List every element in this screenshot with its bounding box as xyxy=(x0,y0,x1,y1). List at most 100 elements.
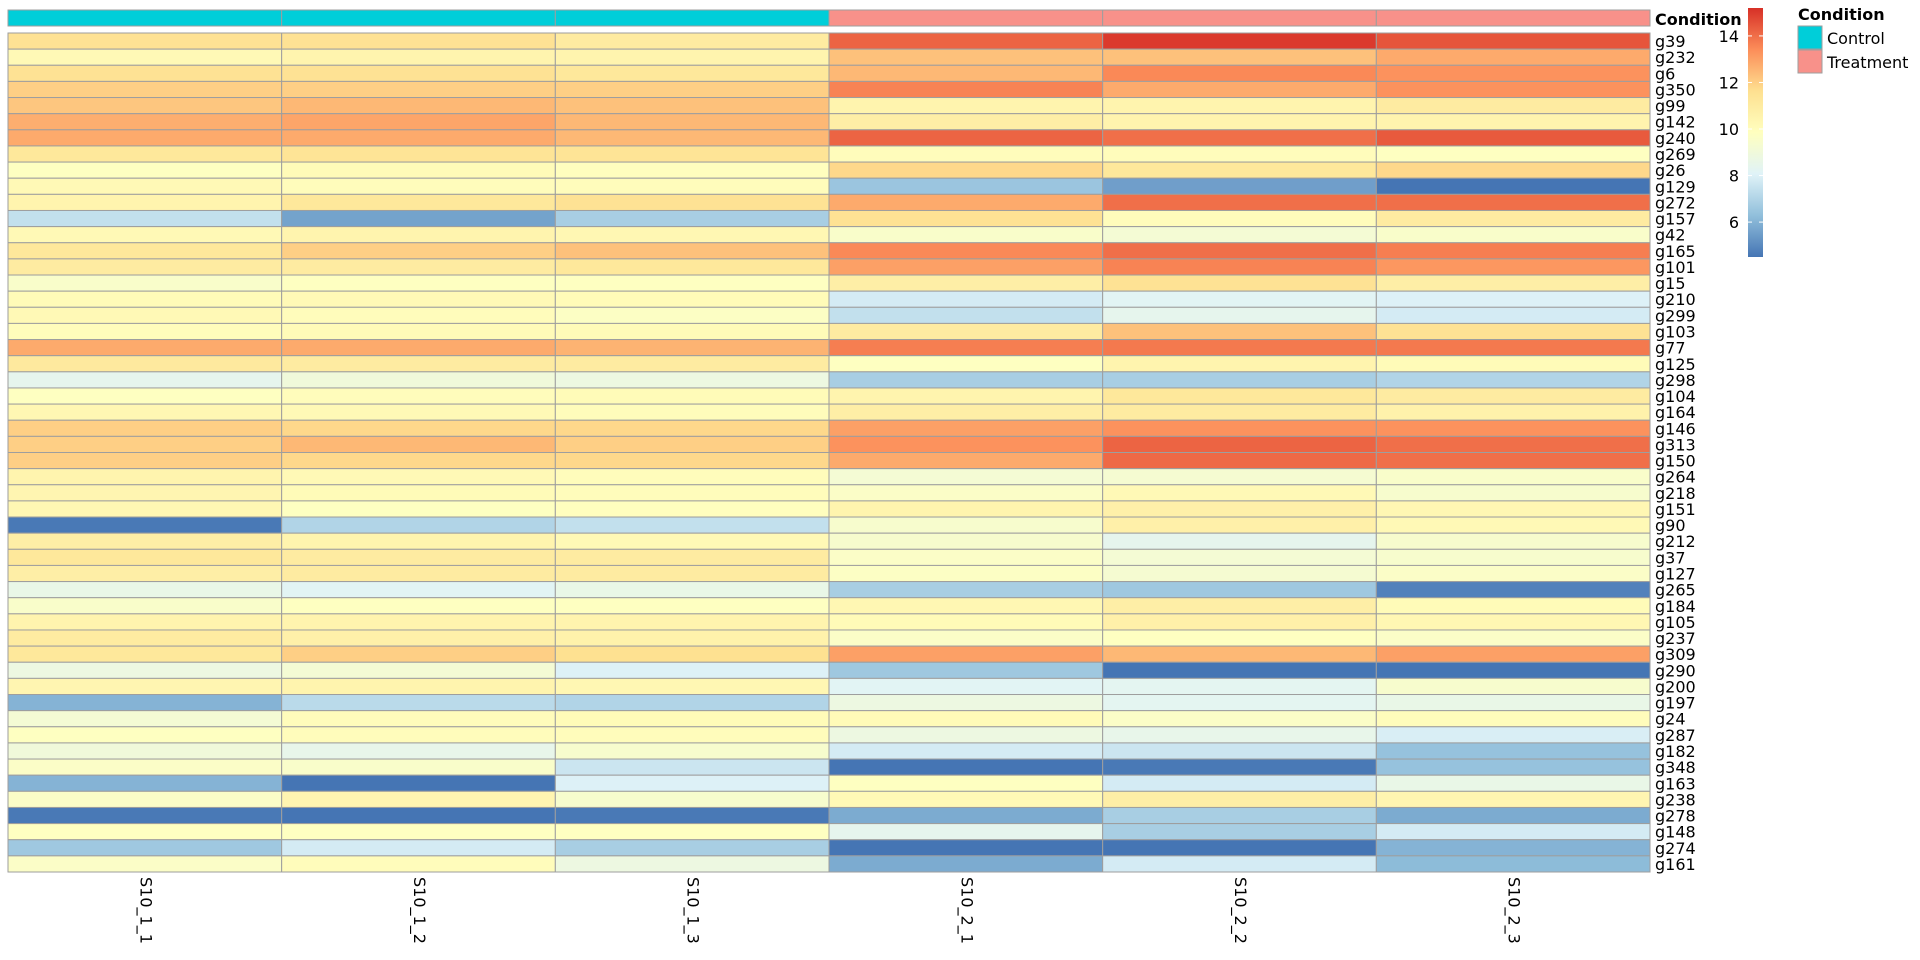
row-label: g164 xyxy=(1655,403,1696,422)
heatmap-cell xyxy=(1375,64,1651,82)
heatmap-cell xyxy=(1375,193,1651,211)
heatmap-cell xyxy=(828,790,1104,808)
row-label: g212 xyxy=(1655,532,1696,551)
heatmap-cell xyxy=(7,548,283,566)
heatmap-cell xyxy=(1375,161,1651,179)
heatmap-cell xyxy=(281,403,556,421)
heatmap-cell xyxy=(828,855,1104,873)
heatmap-cell xyxy=(554,564,830,583)
heatmap-cell xyxy=(828,516,1104,534)
heatmap-cell xyxy=(1102,661,1377,679)
row-label: g210 xyxy=(1655,290,1696,309)
heatmap-cell xyxy=(828,548,1104,566)
heatmap-cell xyxy=(554,322,830,341)
heatmap-cell xyxy=(1375,355,1651,373)
heatmap-cell xyxy=(554,758,830,776)
heatmap-cell xyxy=(828,677,1104,696)
heatmap-cell xyxy=(1375,226,1651,244)
row-label: g90 xyxy=(1655,516,1686,535)
column-labels: S10_1_1 S10_1_2 S10_1_3 S10_2_1 S10_2_2 S10_2… xyxy=(135,877,1523,944)
heatmap-cell xyxy=(828,177,1104,195)
heatmap-cell xyxy=(281,839,556,857)
row-label: g104 xyxy=(1655,387,1696,406)
heatmap-cell xyxy=(1375,806,1651,825)
heatmap-cell xyxy=(828,48,1104,66)
heatmap-cell xyxy=(554,694,830,712)
heatmap-cell xyxy=(828,774,1104,792)
heatmap-cell xyxy=(1102,48,1377,66)
heatmap-cell xyxy=(281,500,556,518)
heatmap-cell xyxy=(1102,403,1377,421)
heatmap-cell xyxy=(281,710,556,728)
heatmap-cell xyxy=(1102,694,1377,712)
heatmap-cell xyxy=(828,226,1104,244)
colorbar-legend: 6 8 10 12 14 xyxy=(1719,8,1763,257)
heatmap-cell xyxy=(1102,484,1377,502)
heatmap-cell xyxy=(281,371,556,389)
heatmap-cell xyxy=(1375,774,1651,792)
row-labels: g39g232g6g350g99g142g240g269g26g129g272g… xyxy=(1655,32,1696,874)
row-label: g142 xyxy=(1655,113,1696,132)
heatmap-cell xyxy=(828,306,1104,324)
heatmap-cell xyxy=(828,145,1104,163)
heatmap-cell xyxy=(7,613,283,631)
heatmap-cell xyxy=(1375,677,1651,696)
heatmap-cell xyxy=(554,839,830,857)
heatmap-cell xyxy=(828,32,1104,50)
heatmap-cell xyxy=(1102,322,1377,341)
heatmap-cell xyxy=(7,113,283,131)
heatmap-cells xyxy=(7,32,1651,873)
heatmap-cell xyxy=(828,419,1104,437)
heatmap-cell xyxy=(828,581,1104,599)
row-label: g39 xyxy=(1655,32,1686,51)
heatmap-cell xyxy=(1375,371,1651,389)
heatmap-cell xyxy=(7,290,283,308)
heatmap-cell xyxy=(1375,500,1651,518)
condition-annotation-bar xyxy=(7,9,1651,27)
heatmap-cell xyxy=(7,726,283,744)
heatmap-cell xyxy=(281,661,556,679)
heatmap-cell xyxy=(1102,677,1377,696)
heatmap-cell xyxy=(1375,742,1651,760)
heatmap-cell xyxy=(1375,645,1651,663)
heatmap-cell xyxy=(7,193,283,211)
heatmap-cell xyxy=(1375,306,1651,324)
heatmap-cell xyxy=(1102,32,1377,50)
heatmap-cell xyxy=(554,129,830,147)
column-label: S10_2_3 xyxy=(1504,877,1524,944)
row-label: g232 xyxy=(1655,48,1696,67)
heatmap-cell xyxy=(7,80,283,99)
heatmap-cell xyxy=(1375,710,1651,728)
heatmap-cell xyxy=(554,177,830,195)
heatmap-cell xyxy=(7,322,283,341)
heatmap-cell xyxy=(828,484,1104,502)
heatmap-cell xyxy=(828,97,1104,115)
heatmap-cell xyxy=(281,48,556,66)
heatmap-cell xyxy=(7,48,283,66)
row-label: g148 xyxy=(1655,823,1696,842)
heatmap-cell xyxy=(828,758,1104,776)
heatmap-cell xyxy=(828,532,1104,550)
heatmap-cell xyxy=(7,97,283,115)
heatmap-cell xyxy=(554,581,830,599)
heatmap-cell xyxy=(281,726,556,744)
heatmap-cell xyxy=(281,32,556,50)
heatmap-cell xyxy=(828,726,1104,744)
heatmap-cell xyxy=(1102,758,1377,776)
annotation-cell-S10_2_3 xyxy=(1375,9,1651,27)
heatmap-cell xyxy=(828,322,1104,341)
heatmap-cell xyxy=(828,694,1104,712)
colorbar-tick-label: 10 xyxy=(1719,120,1739,139)
heatmap-cell xyxy=(281,758,556,776)
condition-legend-label: Treatment xyxy=(1826,53,1908,72)
heatmap-cell xyxy=(281,242,556,260)
heatmap-cell xyxy=(1102,516,1377,534)
heatmap-cell xyxy=(828,129,1104,147)
heatmap-cell xyxy=(828,839,1104,857)
heatmap-cell xyxy=(554,355,830,373)
heatmap-cell xyxy=(1102,193,1377,211)
heatmap-cell xyxy=(554,597,830,615)
heatmap-cell xyxy=(281,823,556,841)
heatmap-cell xyxy=(1375,597,1651,615)
heatmap-cell xyxy=(828,645,1104,663)
